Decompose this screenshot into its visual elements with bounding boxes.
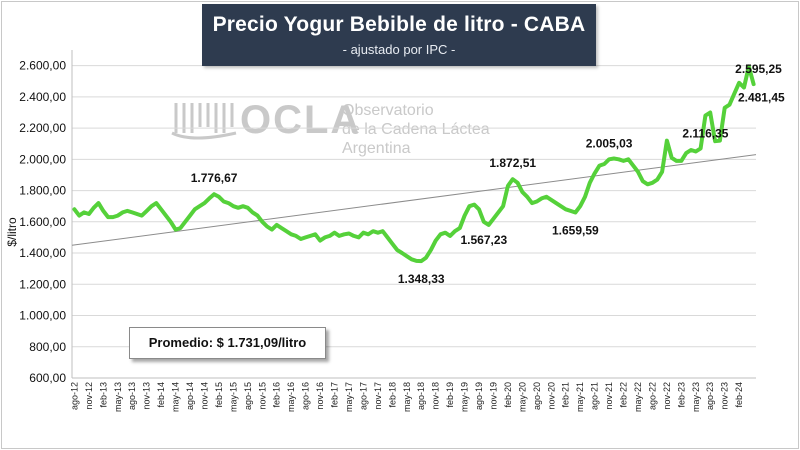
x-tick-label: ago-13 [127,382,137,410]
watermark-logo-text: OCLA [240,98,361,142]
y-tick-label: 1.200,00 [19,277,66,291]
x-tick-label: nov-21 [604,382,614,410]
y-tick-label: 600,00 [29,371,66,385]
x-tick-label: nov-23 [720,382,730,410]
x-tick-label: may-23 [691,382,701,412]
y-tick-label: 2.200,00 [19,121,66,135]
data-label: 2.005,03 [586,136,633,150]
data-label: 1.348,33 [398,272,445,286]
x-tick-label: feb-18 [387,382,397,408]
x-tick-label: may-17 [344,382,354,412]
x-tick-label: nov-22 [662,382,672,410]
x-tick-label: may-14 [171,382,181,412]
y-tick-label: 1.600,00 [19,215,66,229]
x-tick-label: ago-23 [705,382,715,410]
x-tick-label: nov-16 [315,382,325,410]
watermark-line-1: Observatorio [342,102,434,119]
chart-subtitle: - ajustado por IPC - [342,42,456,57]
price-series-line [72,64,756,264]
x-tick-label: nov-17 [373,382,383,410]
y-tick-label: 800,00 [29,340,66,354]
x-tick-label: feb-13 [98,382,108,408]
y-axis-label: $/litro [5,217,19,247]
ocla-logo-icon [171,103,237,140]
x-tick-label: may-18 [402,382,412,412]
x-tick-label: may-22 [633,382,643,412]
x-tick-label: feb-17 [330,382,340,408]
x-tick-label: ago-22 [647,382,657,410]
x-tick-label: ago-21 [590,382,600,410]
x-tick-label: feb-20 [503,382,513,408]
data-label: 2.481,45 [738,90,785,104]
watermark-line-2: de la Cadena Láctea [342,121,490,138]
x-tick-label: may-15 [228,382,238,412]
x-tick-label: feb-15 [214,382,224,408]
x-tick-label: nov-19 [488,382,498,410]
x-tick-label: ago-16 [301,382,311,410]
y-tick-label: 1.800,00 [19,184,66,198]
y-tick-label: 1.400,00 [19,246,66,260]
x-tick-label: may-19 [460,382,470,412]
x-tick-label: ago-12 [69,382,79,410]
watermark-line-3: Argentina [342,140,411,157]
data-label: 1.872,51 [489,156,536,170]
y-tick-label: 1.000,00 [19,309,66,323]
data-label: 2.116,35 [682,127,728,141]
x-tick-label: ago-18 [416,382,426,410]
x-tick-label: nov-14 [199,382,209,410]
trend-line [71,154,757,246]
y-tick-label: 2.000,00 [19,152,66,166]
y-tick-label: 2.400,00 [19,90,66,104]
y-tick-label: 2.600,00 [19,59,66,73]
x-tick-label: feb-16 [272,382,282,408]
x-tick-label: may-16 [286,382,296,412]
x-tick-label: ago-19 [474,382,484,410]
x-tick-label: nov-20 [546,382,556,410]
data-label: 2.595,25 [735,62,782,76]
data-label: 1.776,67 [191,171,238,185]
x-tick-label: may-20 [517,382,527,412]
x-tick-label: feb-21 [561,382,571,408]
x-tick-label: nov-13 [142,382,152,410]
x-tick-label: nov-12 [84,382,94,410]
x-tick-label: ago-17 [358,382,368,410]
data-label: 1.659,59 [552,224,599,238]
chart-title: Precio Yogur Bebible de litro - CABA [212,13,586,36]
data-label: 1.567,23 [460,233,507,247]
ocla-watermark: OCLA Observatorio de la Cadena Láctea Ar… [171,98,490,157]
x-tick-label: ago-15 [243,382,253,410]
x-tick-label: feb-14 [156,382,166,408]
x-tick-label: feb-24 [734,382,744,408]
x-tick-label: nov-18 [431,382,441,410]
x-tick-label: ago-14 [185,382,195,410]
average-box: Promedio: $ 1.731,09/litro [129,327,326,359]
x-tick-label: ago-20 [532,382,542,410]
x-tick-label: may-21 [575,382,585,412]
x-tick-label: may-13 [113,382,123,412]
x-tick-label: feb-23 [676,382,686,408]
x-tick-label: feb-19 [445,382,455,408]
x-tick-label: nov-15 [257,382,267,410]
chart-title-box: Precio Yogur Bebible de litro - CABA - a… [202,4,596,66]
x-tick-label: feb-22 [619,382,629,408]
